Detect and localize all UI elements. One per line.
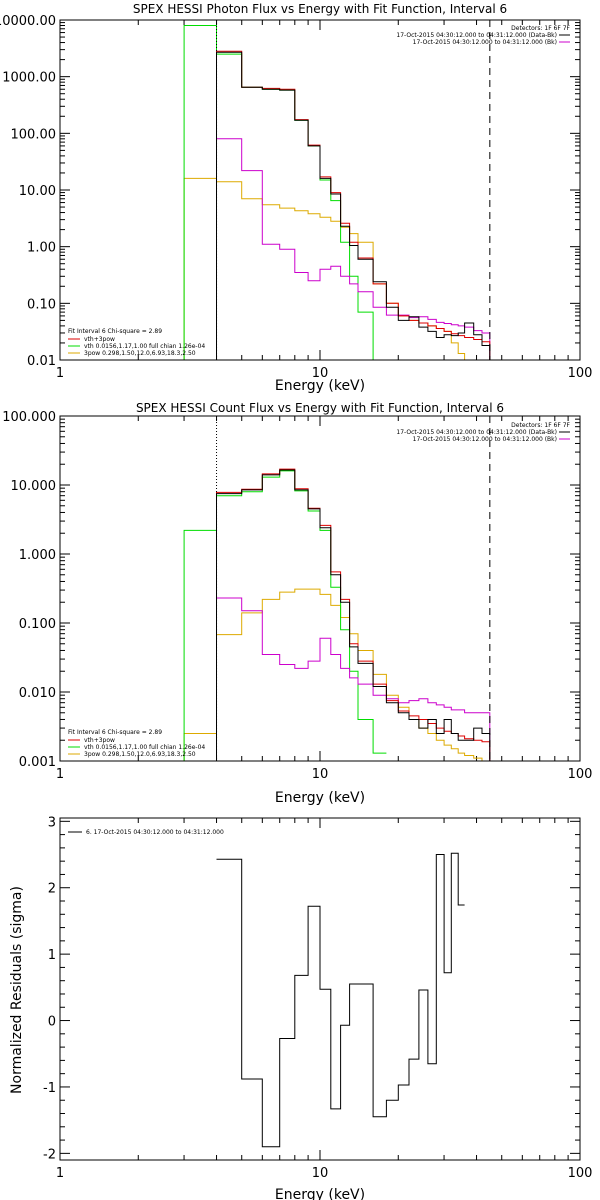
residuals-xtick-label: 100 (568, 1166, 593, 1181)
count-series-3pow (183, 588, 490, 762)
photon-databk-info: 17-Oct-2015 04:30:12.000 to 04:31:12.000… (396, 32, 557, 39)
count-xtick-label: 10 (312, 767, 329, 782)
residuals-ytick-label: -2 (43, 1147, 56, 1162)
count-detectors-info: Detectors: 1F 6F 7F (511, 422, 570, 429)
photon-series-bk (216, 138, 491, 360)
residuals-xlabel: Energy (keV) (275, 1187, 365, 1200)
count-ytick-label: 100.000 (2, 410, 56, 425)
photon-fit-info: Fit Interval 6 Chi-square = 2.89 (68, 328, 162, 335)
count-ytick-label: 1.000 (19, 548, 56, 563)
photon-xtick-label: 10 (312, 366, 329, 381)
residuals-ylabel: Normalized Residuals (sigma) (9, 886, 25, 1094)
residuals-frame (59, 817, 581, 1161)
photon-flux-panel: SPEX HESSI Photon Flux vs Energy with Fi… (0, 2, 592, 394)
count-ytick-label: 0.100 (19, 617, 56, 632)
count-flux-title: SPEX HESSI Count Flux vs Energy with Fit… (136, 401, 504, 415)
count-ytick-label: 0.001 (19, 755, 56, 770)
count-ytick-label: 0.010 (19, 686, 56, 701)
residuals-xtick-label: 10 (312, 1166, 329, 1181)
photon-xtick-label: 1 (56, 366, 64, 381)
photon-ytick-label: 100.00 (11, 127, 57, 142)
photon-legend-vth: vth 0.0156,1.17,1.00 full chian 1.26e-04 (84, 343, 205, 350)
count-series-data-bk (216, 469, 491, 761)
photon-detectors-info: Detectors: 1F 6F 7F (511, 25, 570, 32)
count-legend-total: vth+3pow (84, 737, 115, 744)
photon-series-vth-3pow (216, 50, 491, 360)
count-databk-info: 17-Oct-2015 04:30:12.000 to 04:31:12.000… (396, 429, 557, 436)
count-fit-info: Fit Interval 6 Chi-square = 2.89 (68, 729, 162, 736)
count-series-bk (216, 597, 491, 761)
residuals-ytick-label: -1 (43, 1081, 56, 1096)
photon-legend-total: vth+3pow (84, 336, 115, 343)
photon-ytick-label: 0.01 (27, 354, 56, 369)
count-xlabel: Energy (keV) (275, 790, 365, 806)
count-ytick-label: 10.000 (11, 479, 57, 494)
residuals-ytick-label: 3 (48, 815, 56, 830)
count-bk-info: 17-Oct-2015 04:30:12.000 to 04:31:12.000… (413, 436, 557, 443)
count-series-vth-3pow (216, 468, 491, 761)
residuals-legend: 6. 17-Oct-2015 04:30:12.000 to 04:31:12.… (86, 829, 224, 836)
photon-series-data-bk (216, 51, 491, 360)
photon-ytick-label: 1.00 (27, 241, 56, 256)
photon-bk-info: 17-Oct-2015 04:30:12.000 to 04:31:12.000… (413, 39, 557, 46)
photon-ytick-label: 10.00 (19, 184, 56, 199)
photon-xtick-label: 100 (568, 366, 593, 381)
count-legend-vth: vth 0.0156,1.17,1.00 full chian 1.26e-04 (84, 744, 205, 751)
residuals-series-6-17-oct-2015-04-30-12-000-to-04-31-12-000 (216, 852, 465, 1148)
residuals-panel: 1 10 100 -2 -1 0 1 2 3 6. 17-Oct-2015 04:30:12.0… (9, 815, 592, 1200)
count-series-vth (183, 470, 387, 761)
photon-ytick-label: 0.10 (27, 297, 56, 312)
photon-xlabel: Energy (keV) (275, 378, 365, 394)
residuals-ytick-label: 0 (48, 1015, 56, 1030)
count-flux-panel: SPEX HESSI Count Flux vs Energy with Fit… (2, 401, 592, 806)
count-xtick-label: 1 (56, 767, 64, 782)
residuals-ytick-label: 2 (48, 882, 56, 897)
count-xtick-label: 100 (568, 767, 593, 782)
photon-legend-3pow: 3pow 0.298,1.50,12.0,6.93,18.3,2.50 (84, 350, 196, 357)
count-flux-frame (59, 415, 581, 762)
count-legend-3pow: 3pow 0.298,1.50,12.0,6.93,18.3,2.50 (84, 751, 196, 758)
residuals-xtick-label: 1 (56, 1166, 64, 1181)
photon-series-vth (183, 25, 387, 361)
residuals-ytick-label: 1 (48, 948, 56, 963)
photon-flux-frame (59, 19, 581, 361)
photon-flux-title: SPEX HESSI Photon Flux vs Energy with Fi… (133, 2, 507, 16)
photon-series-3pow (183, 177, 490, 361)
photon-ytick-label: 1000.00 (2, 71, 56, 86)
photon-ytick-label: 10000.00 (0, 14, 56, 29)
